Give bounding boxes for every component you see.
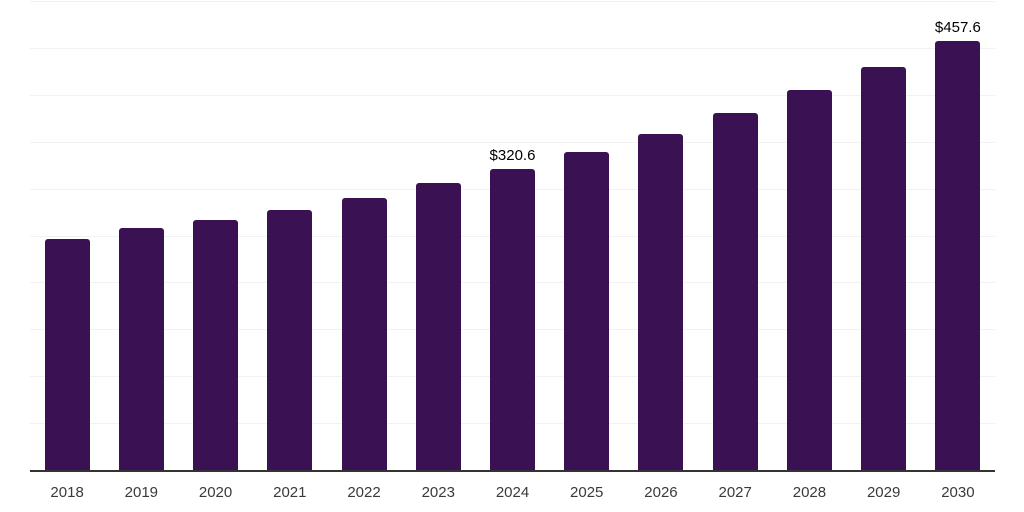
bar-2019 [119, 228, 164, 470]
bar-2018 [45, 239, 90, 470]
bar-2028 [787, 90, 832, 470]
bar-2020 [193, 220, 238, 470]
x-tick-2020: 2020 [198, 484, 233, 501]
bar-2021 [267, 210, 312, 470]
x-tick-2030: 2030 [941, 484, 975, 501]
value-label-2030: $457.6 [934, 19, 981, 36]
x-tick-2019: 2019 [124, 484, 159, 501]
x-axis-line [30, 470, 995, 472]
bar-2030 [935, 41, 980, 470]
gridline-500 [30, 1, 995, 2]
gridline-450 [30, 48, 995, 49]
bar-2027 [713, 113, 758, 470]
x-tick-2023: 2023 [421, 484, 455, 501]
bar-2026 [638, 134, 683, 470]
x-tick-2027: 2027 [718, 484, 752, 501]
x-tick-2018: 2018 [50, 484, 84, 501]
bar-2023 [416, 183, 461, 470]
bar-2024 [490, 169, 535, 470]
x-tick-2021: 2021 [273, 484, 307, 501]
x-tick-2022: 2022 [347, 484, 381, 501]
x-tick-2025: 2025 [570, 484, 604, 501]
gridline-400 [30, 95, 995, 96]
gridline-350 [30, 142, 995, 143]
x-tick-2029: 2029 [866, 484, 901, 501]
bar-2025 [564, 152, 609, 470]
x-tick-2026: 2026 [644, 484, 678, 501]
x-tick-2028: 2028 [792, 484, 827, 501]
x-tick-2024: 2024 [495, 484, 530, 501]
value-label-2024: $320.6 [489, 147, 536, 164]
bar-2022 [342, 198, 387, 470]
bar-2029 [861, 67, 906, 470]
